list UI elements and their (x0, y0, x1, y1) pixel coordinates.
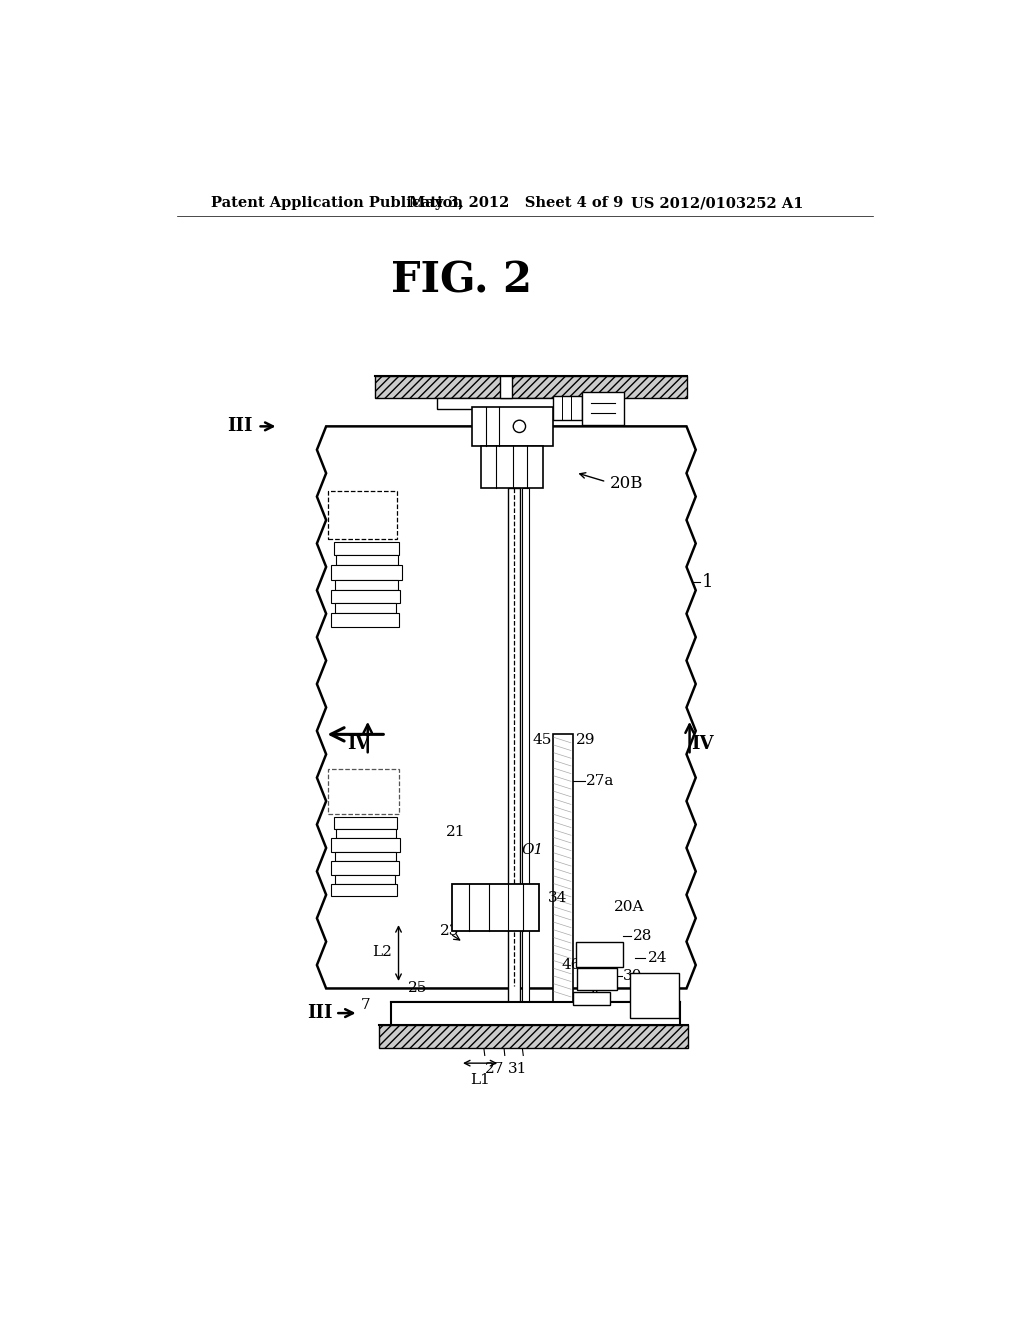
Bar (630, 973, 679, 1018)
Bar (521, 488, 529, 1002)
Bar (572, 991, 609, 1006)
Text: 23: 23 (440, 924, 460, 939)
Bar (578, 969, 617, 990)
Text: 21: 21 (445, 825, 465, 840)
Bar (553, 396, 582, 420)
Text: III: III (226, 417, 252, 436)
Text: L1: L1 (470, 1073, 490, 1088)
Bar (334, 817, 397, 829)
Bar (500, 376, 512, 397)
Text: 45: 45 (532, 733, 552, 747)
Bar (391, 1002, 680, 1024)
Text: 31: 31 (508, 1063, 526, 1076)
Text: US 2012/0103252 A1: US 2012/0103252 A1 (631, 197, 804, 210)
Text: III: III (307, 1005, 333, 1022)
Text: May 3, 2012   Sheet 4 of 9: May 3, 2012 Sheet 4 of 9 (410, 197, 624, 210)
Text: Patent Application Publication: Patent Application Publication (211, 197, 464, 210)
Bar (582, 392, 625, 425)
Bar (331, 884, 397, 896)
Bar (331, 614, 398, 627)
Bar (328, 770, 398, 813)
Bar (481, 446, 543, 488)
Text: 25: 25 (408, 982, 427, 995)
Bar (336, 554, 397, 565)
Bar (331, 565, 401, 581)
Text: 27a: 27a (587, 774, 614, 788)
Bar (334, 541, 399, 554)
Text: L2: L2 (373, 945, 392, 958)
Text: O1: O1 (521, 843, 544, 857)
Text: 26: 26 (587, 987, 606, 1002)
Text: 27: 27 (485, 1063, 505, 1076)
Bar (335, 603, 396, 614)
Bar (553, 734, 572, 1002)
Bar (331, 838, 400, 853)
Text: IV: IV (691, 735, 714, 752)
Bar (335, 581, 397, 590)
Text: 20A: 20A (614, 900, 645, 913)
Text: IV: IV (347, 735, 370, 752)
Text: 29: 29 (575, 733, 595, 747)
Bar (328, 491, 397, 539)
Text: 20B: 20B (609, 475, 643, 492)
Polygon shape (316, 426, 695, 989)
Bar (575, 942, 624, 966)
Bar (336, 829, 396, 838)
Text: 28: 28 (633, 929, 652, 942)
Bar (379, 1024, 688, 1048)
Text: 7: 7 (361, 998, 371, 1012)
Bar (376, 376, 687, 397)
Text: 24: 24 (648, 950, 668, 965)
Bar (335, 875, 394, 884)
Text: 46: 46 (562, 958, 582, 973)
Text: 30: 30 (624, 969, 643, 983)
Bar (472, 407, 553, 446)
Text: 1: 1 (701, 573, 714, 591)
Bar (437, 397, 584, 409)
Bar (331, 590, 400, 603)
Bar (508, 488, 520, 1002)
Bar (335, 853, 396, 862)
Text: 34: 34 (548, 891, 567, 904)
Bar (331, 862, 398, 875)
Text: FIG. 2: FIG. 2 (391, 259, 532, 301)
Bar (453, 884, 539, 932)
